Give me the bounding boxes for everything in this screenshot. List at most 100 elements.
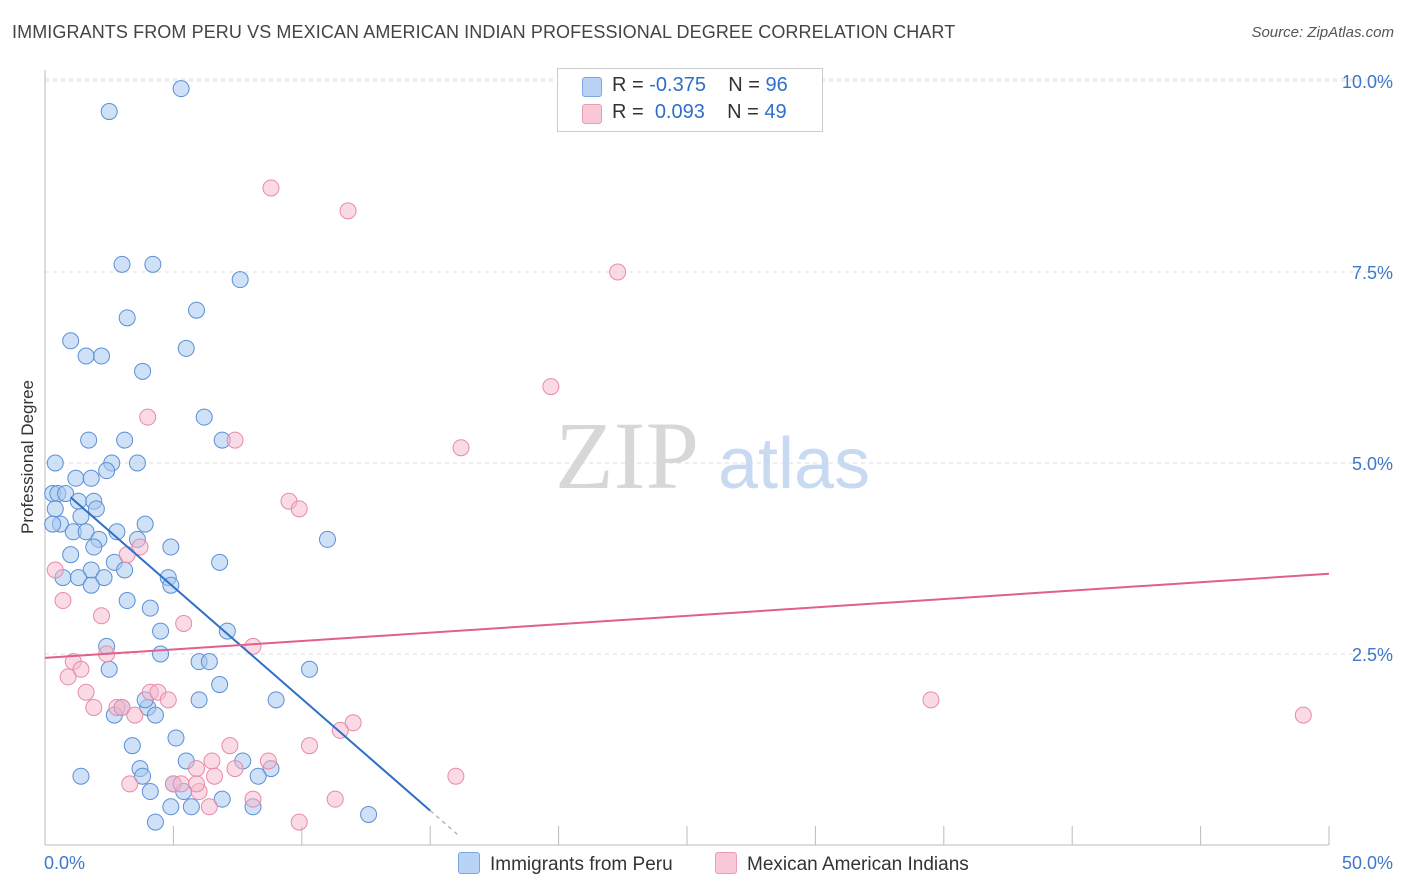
data-point-peru — [116, 431, 134, 449]
legend-n-value: 96 — [765, 74, 788, 96]
legend-r-label: R = — [612, 101, 650, 123]
data-point-mexican-american-indian — [609, 263, 627, 281]
data-point-peru — [62, 332, 80, 350]
data-point-peru — [152, 645, 170, 663]
legend-swatch-blue — [582, 77, 602, 97]
data-point-peru — [141, 783, 159, 801]
data-point-mexican-american-indian — [290, 813, 308, 831]
data-point-mexican-american-indian — [244, 637, 262, 655]
data-point-peru — [46, 454, 64, 472]
data-point-peru — [267, 691, 285, 709]
data-point-mexican-american-indian — [259, 752, 277, 770]
data-point-peru — [195, 408, 213, 426]
data-point-peru — [92, 347, 110, 365]
data-point-peru — [141, 599, 159, 617]
data-point-peru — [146, 813, 164, 831]
data-point-peru — [190, 691, 208, 709]
data-point-peru — [172, 80, 190, 98]
legend-n-label: N = — [727, 101, 765, 123]
data-point-peru — [136, 515, 154, 533]
data-point-peru — [182, 798, 200, 816]
chart-title: IMMIGRANTS FROM PERU VS MEXICAN AMERICAN… — [12, 22, 956, 42]
y-tick-label: 10.0% — [1342, 72, 1393, 92]
data-point-mexican-american-indian — [131, 538, 149, 556]
data-point-peru — [146, 706, 164, 724]
bottom-legend-peru: Immigrants from Peru — [458, 852, 673, 876]
data-point-mexican-american-indian — [126, 706, 144, 724]
source-label: Source: ZipAtlas.com — [1251, 24, 1394, 41]
data-point-peru — [318, 530, 336, 548]
data-point-mexican-american-indian — [59, 668, 77, 686]
watermark-atlas: atlas — [718, 424, 870, 504]
data-point-mexican-american-indian — [159, 691, 177, 709]
data-point-peru — [82, 469, 100, 487]
data-point-peru — [134, 362, 152, 380]
data-point-peru — [162, 798, 180, 816]
data-point-mexican-american-indian — [113, 698, 131, 716]
data-point-peru — [152, 622, 170, 640]
data-point-peru — [67, 469, 85, 487]
data-point-mexican-american-indian — [452, 439, 470, 457]
data-point-peru — [113, 255, 131, 273]
data-point-peru — [77, 347, 95, 365]
data-point-peru — [128, 454, 146, 472]
data-point-peru — [118, 592, 136, 610]
series-immigrants-from-peru — [44, 80, 378, 831]
data-point-peru — [82, 576, 100, 594]
data-point-mexican-american-indian — [188, 760, 206, 778]
data-point-mexican-american-indian — [339, 202, 357, 220]
bottom-legend-label: Mexican American Indians — [747, 854, 969, 875]
data-point-peru — [218, 622, 236, 640]
bottom-legend-swatch-pink — [715, 852, 737, 874]
data-point-peru — [144, 255, 162, 273]
legend-r-value: -0.375 — [649, 74, 706, 96]
data-point-mexican-american-indian — [72, 660, 90, 678]
legend-r-label: R = — [612, 74, 650, 96]
data-point-mexican-american-indian — [290, 500, 308, 518]
trendlines — [44, 496, 1330, 836]
data-point-peru — [95, 569, 113, 587]
grid-lines — [45, 78, 1392, 655]
data-point-mexican-american-indian — [200, 798, 218, 816]
x-tick-label: 0.0% — [44, 853, 85, 873]
data-point-peru — [360, 805, 378, 823]
y-axis-label: Professional Degree — [18, 380, 37, 534]
data-point-mexican-american-indian — [77, 683, 95, 701]
data-point-peru — [62, 546, 80, 564]
trendline-mexican-american-indians — [44, 572, 1330, 659]
y-tick-label: 2.5% — [1352, 645, 1393, 665]
data-point-peru — [57, 485, 75, 503]
bottom-legend-mexican-american-indians: Mexican American Indians — [715, 852, 969, 876]
data-point-peru — [188, 301, 206, 319]
data-point-peru — [80, 431, 98, 449]
data-point-mexican-american-indian — [226, 431, 244, 449]
data-point-mexican-american-indian — [54, 592, 72, 610]
data-point-mexican-american-indian — [221, 737, 239, 755]
data-point-mexican-american-indian — [188, 775, 206, 793]
data-point-peru — [167, 729, 185, 747]
data-point-mexican-american-indian — [226, 760, 244, 778]
data-point-peru — [177, 339, 195, 357]
data-point-peru — [249, 767, 267, 785]
data-point-peru — [72, 767, 90, 785]
data-point-mexican-american-indian — [301, 737, 319, 755]
data-point-mexican-american-indian — [139, 408, 157, 426]
data-point-mexican-american-indian — [85, 698, 103, 716]
data-point-mexican-american-indian — [205, 767, 223, 785]
data-point-peru — [162, 538, 180, 556]
data-point-peru — [123, 737, 141, 755]
data-point-mexican-american-indian — [244, 790, 262, 808]
y-tick-label: 5.0% — [1352, 454, 1393, 474]
data-point-peru — [100, 103, 118, 121]
trendline-peru-extension — [429, 810, 459, 836]
data-point-mexican-american-indian — [326, 790, 344, 808]
data-point-peru — [77, 523, 95, 541]
x-tick-label: 50.0% — [1342, 853, 1393, 873]
bottom-legend-label: Immigrants from Peru — [490, 854, 673, 875]
tick-labels: 2.5% 5.0% 7.5% 10.0% 0.0% 50.0% — [44, 72, 1393, 873]
data-point-peru — [301, 660, 319, 678]
legend-swatch-pink — [582, 104, 602, 124]
data-point-peru — [213, 790, 231, 808]
data-point-peru — [231, 271, 249, 289]
